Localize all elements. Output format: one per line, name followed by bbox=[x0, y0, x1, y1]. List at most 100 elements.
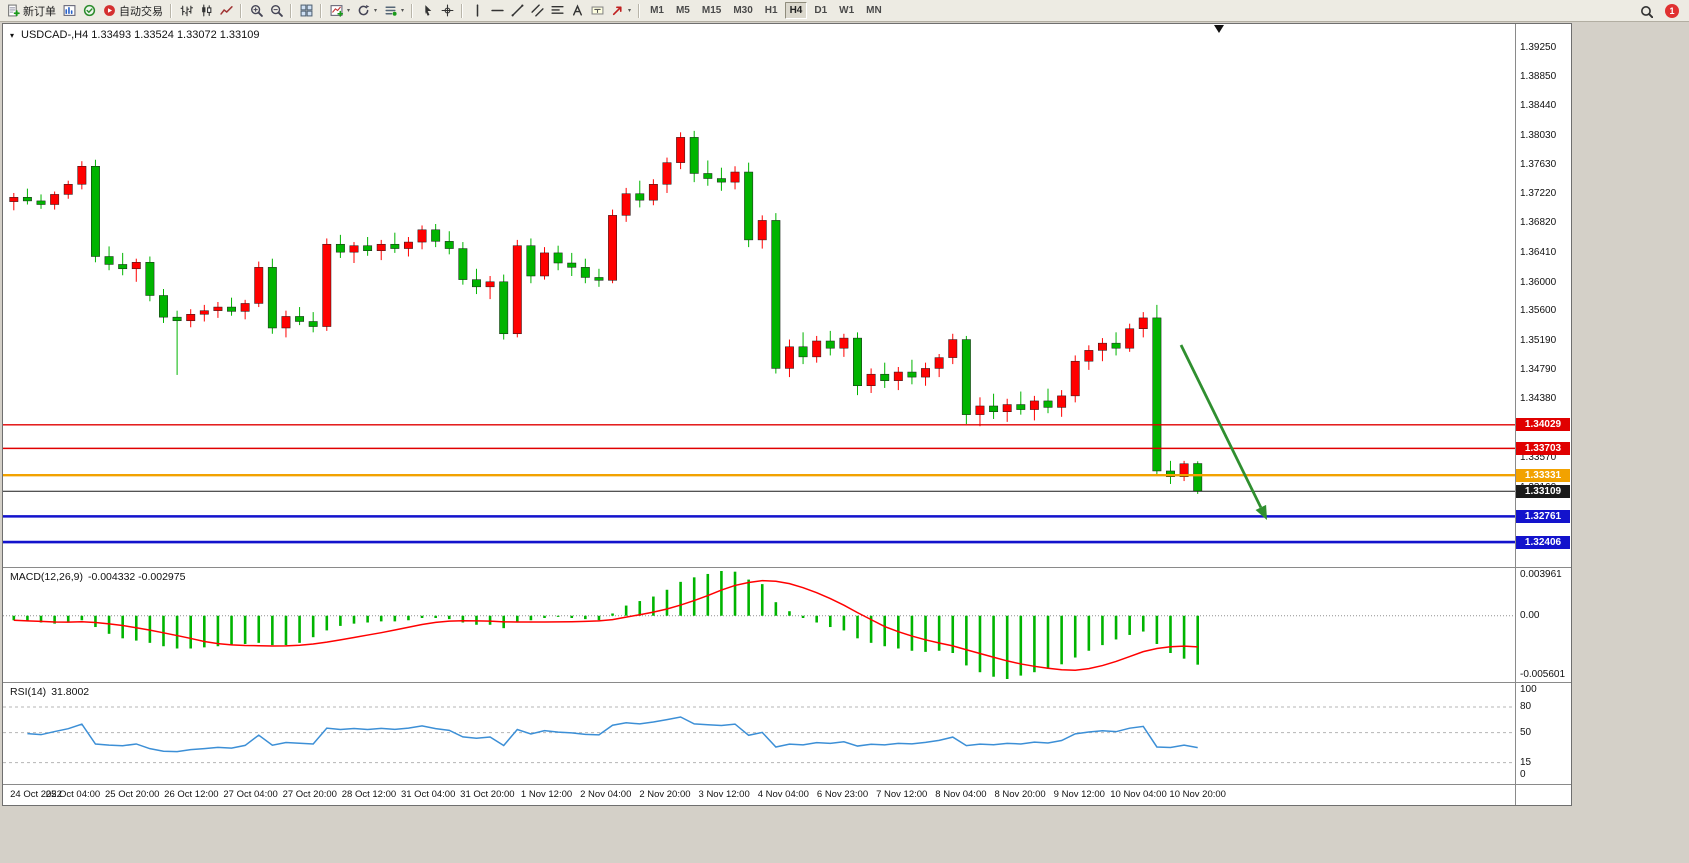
trend-icon bbox=[510, 4, 524, 18]
time-label: 31 Oct 20:00 bbox=[460, 789, 515, 800]
time-label: 1 Nov 12:00 bbox=[520, 789, 573, 800]
candlestick-button[interactable] bbox=[196, 2, 216, 20]
toolbar-separator bbox=[320, 3, 322, 18]
vertical-line-button[interactable] bbox=[467, 2, 487, 20]
rsi-indicator-chart[interactable] bbox=[3, 683, 1515, 784]
horizontal-line-button[interactable] bbox=[487, 2, 507, 20]
charts-window-button[interactable] bbox=[59, 2, 79, 20]
channel-button[interactable] bbox=[527, 2, 547, 20]
dropdown-arrow-icon[interactable]: ▾ bbox=[401, 8, 405, 14]
fibonacci-button[interactable] bbox=[547, 2, 567, 20]
time-axis[interactable]: 24 Oct 2022 25 Oct 04:00 25 Oct 20:00 26 Oc… bbox=[3, 785, 1515, 804]
timeframe-m30-button[interactable]: M30 bbox=[733, 5, 753, 16]
channel-icon bbox=[530, 4, 544, 18]
new-order-button[interactable]: 新订单 bbox=[3, 2, 59, 20]
macd-indicator-chart[interactable] bbox=[3, 568, 1515, 682]
zoom-in-button[interactable] bbox=[246, 2, 266, 20]
candles-icon bbox=[199, 4, 213, 18]
price-scale-label: 1.38440 bbox=[1520, 100, 1557, 112]
macd-histogram bbox=[12, 571, 1199, 679]
panel-splitter[interactable] bbox=[3, 784, 1571, 785]
time-label: 28 Oct 12:00 bbox=[341, 789, 397, 800]
new-order-button-label: 新订单 bbox=[23, 5, 56, 18]
panel-splitter[interactable] bbox=[3, 567, 1571, 568]
rsi-value: 31.8002 bbox=[51, 686, 90, 698]
dropdown-arrow-icon[interactable]: ▾ bbox=[374, 8, 378, 14]
time-label: 3 Nov 12:00 bbox=[698, 789, 750, 800]
price-line-value-box: 1.34029 bbox=[1516, 418, 1570, 432]
candles-layer bbox=[9, 130, 1203, 494]
dropdown-arrow-icon[interactable]: ▾ bbox=[628, 8, 632, 14]
time-label: 10 Nov 20:00 bbox=[1169, 789, 1226, 800]
linechart-icon bbox=[219, 4, 233, 18]
price-scale-label: 1.33570 bbox=[1520, 451, 1557, 463]
macd-name: MACD(12,26,9) bbox=[10, 571, 83, 583]
autotrade-icon bbox=[102, 4, 116, 18]
price-line-value-box: 1.33331 bbox=[1516, 468, 1570, 482]
neworder-icon bbox=[6, 4, 20, 18]
indicator-list-button[interactable]: ▾ bbox=[380, 2, 407, 20]
timeframe-mn-button[interactable]: MN bbox=[866, 5, 882, 16]
ohlc-bars-button[interactable] bbox=[176, 2, 196, 20]
toolbar-separator bbox=[461, 3, 464, 18]
rsi-label: RSI(14) 31.8002 bbox=[10, 686, 94, 698]
price-scale[interactable]: 1.39250 1.38850 1.38440 1.38030 1.37630 1.372… bbox=[1515, 24, 1570, 805]
rsi-line bbox=[27, 716, 1198, 753]
price-line-value-box: 1.32406 bbox=[1516, 535, 1570, 549]
macd-signal-line bbox=[13, 579, 1198, 671]
new-chart-button[interactable]: ▾ bbox=[326, 2, 353, 20]
text-button[interactable] bbox=[567, 2, 587, 20]
crosshair-button[interactable] bbox=[437, 2, 457, 20]
arrows-button[interactable]: ▾ bbox=[607, 2, 634, 20]
timeframe-d1-button[interactable]: D1 bbox=[814, 5, 828, 16]
macd-scale-label: 0.003961 bbox=[1520, 569, 1562, 580]
profiles-button[interactable] bbox=[79, 2, 99, 20]
rsi-scale-label: 0 bbox=[1520, 769, 1526, 781]
chart-shift-marker[interactable] bbox=[1214, 25, 1224, 33]
time-label: 4 Nov 04:00 bbox=[757, 789, 809, 800]
text-label-button[interactable] bbox=[587, 2, 607, 20]
price-line-value-box: 1.32761 bbox=[1516, 509, 1570, 523]
timeframe-h4-button[interactable]: H4 bbox=[784, 2, 808, 19]
zoomout-icon bbox=[269, 4, 283, 18]
dropdown-arrow-icon[interactable]: ▾ bbox=[347, 8, 351, 14]
hline-icon bbox=[490, 4, 504, 18]
cycle-button[interactable]: ▾ bbox=[353, 2, 380, 20]
time-label: 31 Oct 04:00 bbox=[400, 789, 456, 800]
timeframe-m15-button[interactable]: M15 bbox=[701, 5, 722, 16]
trend-arrow[interactable] bbox=[1179, 344, 1267, 520]
timeframe-w1-button[interactable]: W1 bbox=[839, 5, 855, 16]
price-lines-layer[interactable] bbox=[3, 424, 1515, 544]
zoomin-icon bbox=[249, 4, 263, 18]
timeframe-m5-button[interactable]: M5 bbox=[675, 5, 690, 16]
autotrading-button-label: 自动交易 bbox=[119, 5, 163, 18]
zoom-out-button[interactable] bbox=[266, 2, 286, 20]
trendline-button[interactable] bbox=[507, 2, 527, 20]
toolbar-separator bbox=[240, 3, 242, 18]
time-label: 8 Nov 20:00 bbox=[994, 789, 1046, 800]
cursor-button[interactable] bbox=[417, 2, 437, 20]
autotrading-button[interactable]: 自动交易 bbox=[99, 2, 166, 20]
indlist-icon bbox=[383, 4, 397, 18]
price-scale-label: 1.38030 bbox=[1520, 129, 1557, 141]
timeframe-h1-button[interactable]: H1 bbox=[764, 5, 778, 16]
time-label: 9 Nov 12:00 bbox=[1053, 789, 1105, 800]
rsi-scale-label: 15 bbox=[1520, 756, 1532, 768]
text-icon bbox=[570, 4, 584, 18]
notification-badge[interactable]: 1 bbox=[1665, 4, 1679, 18]
label-icon bbox=[590, 4, 604, 18]
fibo-icon bbox=[550, 4, 564, 18]
main-toolbar: 新订单 自动交易 ▾ ▾ ▾ ▾ M1 M5 M15 M30 H1 H4 D1 W1 MN bbox=[0, 0, 1689, 22]
macd-scale-label: 0.00 bbox=[1520, 609, 1540, 621]
price-scale-label: 1.35600 bbox=[1520, 305, 1557, 317]
candlestick-chart[interactable] bbox=[3, 24, 1515, 567]
timeframe-m1-button[interactable]: M1 bbox=[650, 5, 664, 16]
line-chart-button[interactable] bbox=[216, 2, 236, 20]
tile-windows-button[interactable] bbox=[296, 2, 316, 20]
newind-icon bbox=[329, 4, 343, 18]
panel-splitter[interactable] bbox=[3, 682, 1571, 683]
search-icon[interactable] bbox=[1639, 4, 1653, 18]
window-menu-icon[interactable]: ▾ bbox=[10, 30, 15, 40]
macd-values: -0.004332 -0.002975 bbox=[87, 571, 186, 583]
